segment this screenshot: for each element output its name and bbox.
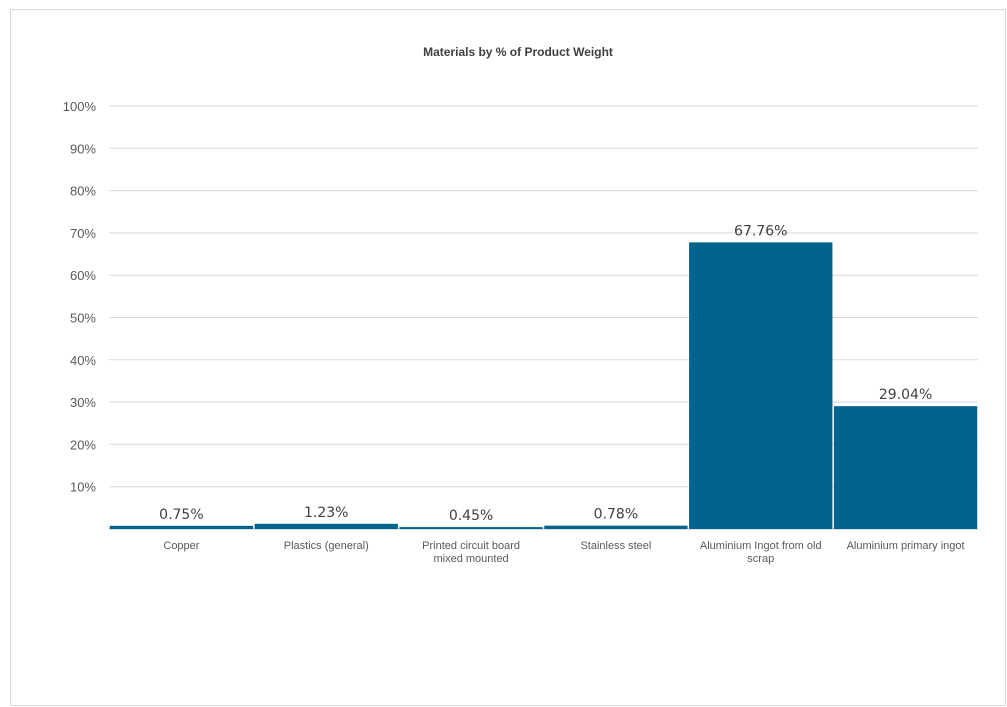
y-tick-label: 10% xyxy=(70,480,96,495)
chart-title: Materials by % of Product Weight xyxy=(423,45,613,59)
y-tick-label: 20% xyxy=(70,437,96,452)
bar xyxy=(689,242,833,530)
bar xyxy=(109,525,254,529)
bar xyxy=(399,527,543,529)
bar xyxy=(544,525,688,529)
x-tick-label-line: scrap xyxy=(747,553,774,565)
x-tick-label: Aluminium Ingot from old scrap xyxy=(700,540,822,565)
data-label: 0.78% xyxy=(594,507,638,523)
data-label: 29.04% xyxy=(879,387,932,403)
y-tick-label: 50% xyxy=(70,311,96,326)
x-tick-label: Aluminium primary ingot xyxy=(847,540,965,552)
x-tick-label-line: Printed circuit board xyxy=(422,540,520,552)
y-tick-label: 90% xyxy=(70,141,96,156)
data-label: 67.76% xyxy=(734,223,787,239)
bar xyxy=(833,406,978,529)
bars xyxy=(109,242,978,530)
x-axis-ticks: Copper Plastics (general) Printed circuit … xyxy=(163,540,964,565)
y-tick-label: 60% xyxy=(70,268,96,283)
x-tick-label: Plastics (general) xyxy=(284,540,369,552)
data-label: 0.75% xyxy=(159,507,203,523)
x-tick-label-line: mixed mounted xyxy=(433,553,508,565)
x-tick-label-line: Copper xyxy=(163,540,199,552)
data-label: 1.23% xyxy=(304,505,348,521)
x-tick-label: Copper xyxy=(163,540,199,552)
y-tick-label: 70% xyxy=(70,226,96,241)
x-tick-label-line: Aluminium primary ingot xyxy=(847,540,965,552)
y-tick-label: 30% xyxy=(70,395,96,410)
data-label: 0.45% xyxy=(449,508,493,524)
bar xyxy=(254,523,398,529)
y-tick-label: 100% xyxy=(63,99,97,114)
x-tick-label-line: Plastics (general) xyxy=(284,540,369,552)
x-tick-label: Printed circuit board mixed mounted xyxy=(422,540,520,565)
gridlines xyxy=(109,105,978,530)
x-tick-label-line: Stainless steel xyxy=(580,540,651,552)
y-tick-label: 80% xyxy=(70,184,96,199)
chart-frame xyxy=(10,9,1006,706)
x-tick-label: Stainless steel xyxy=(580,540,651,552)
y-axis-ticks: 10% 20% 30% 40% 50% 60% 70% 80% 90% 100% xyxy=(63,99,97,495)
x-tick-label-line: Aluminium Ingot from old xyxy=(700,540,822,552)
y-tick-label: 40% xyxy=(70,353,96,368)
data-labels: 0.75% 1.23% 0.45% 0.78% 67.76% 29.04% xyxy=(159,223,932,524)
